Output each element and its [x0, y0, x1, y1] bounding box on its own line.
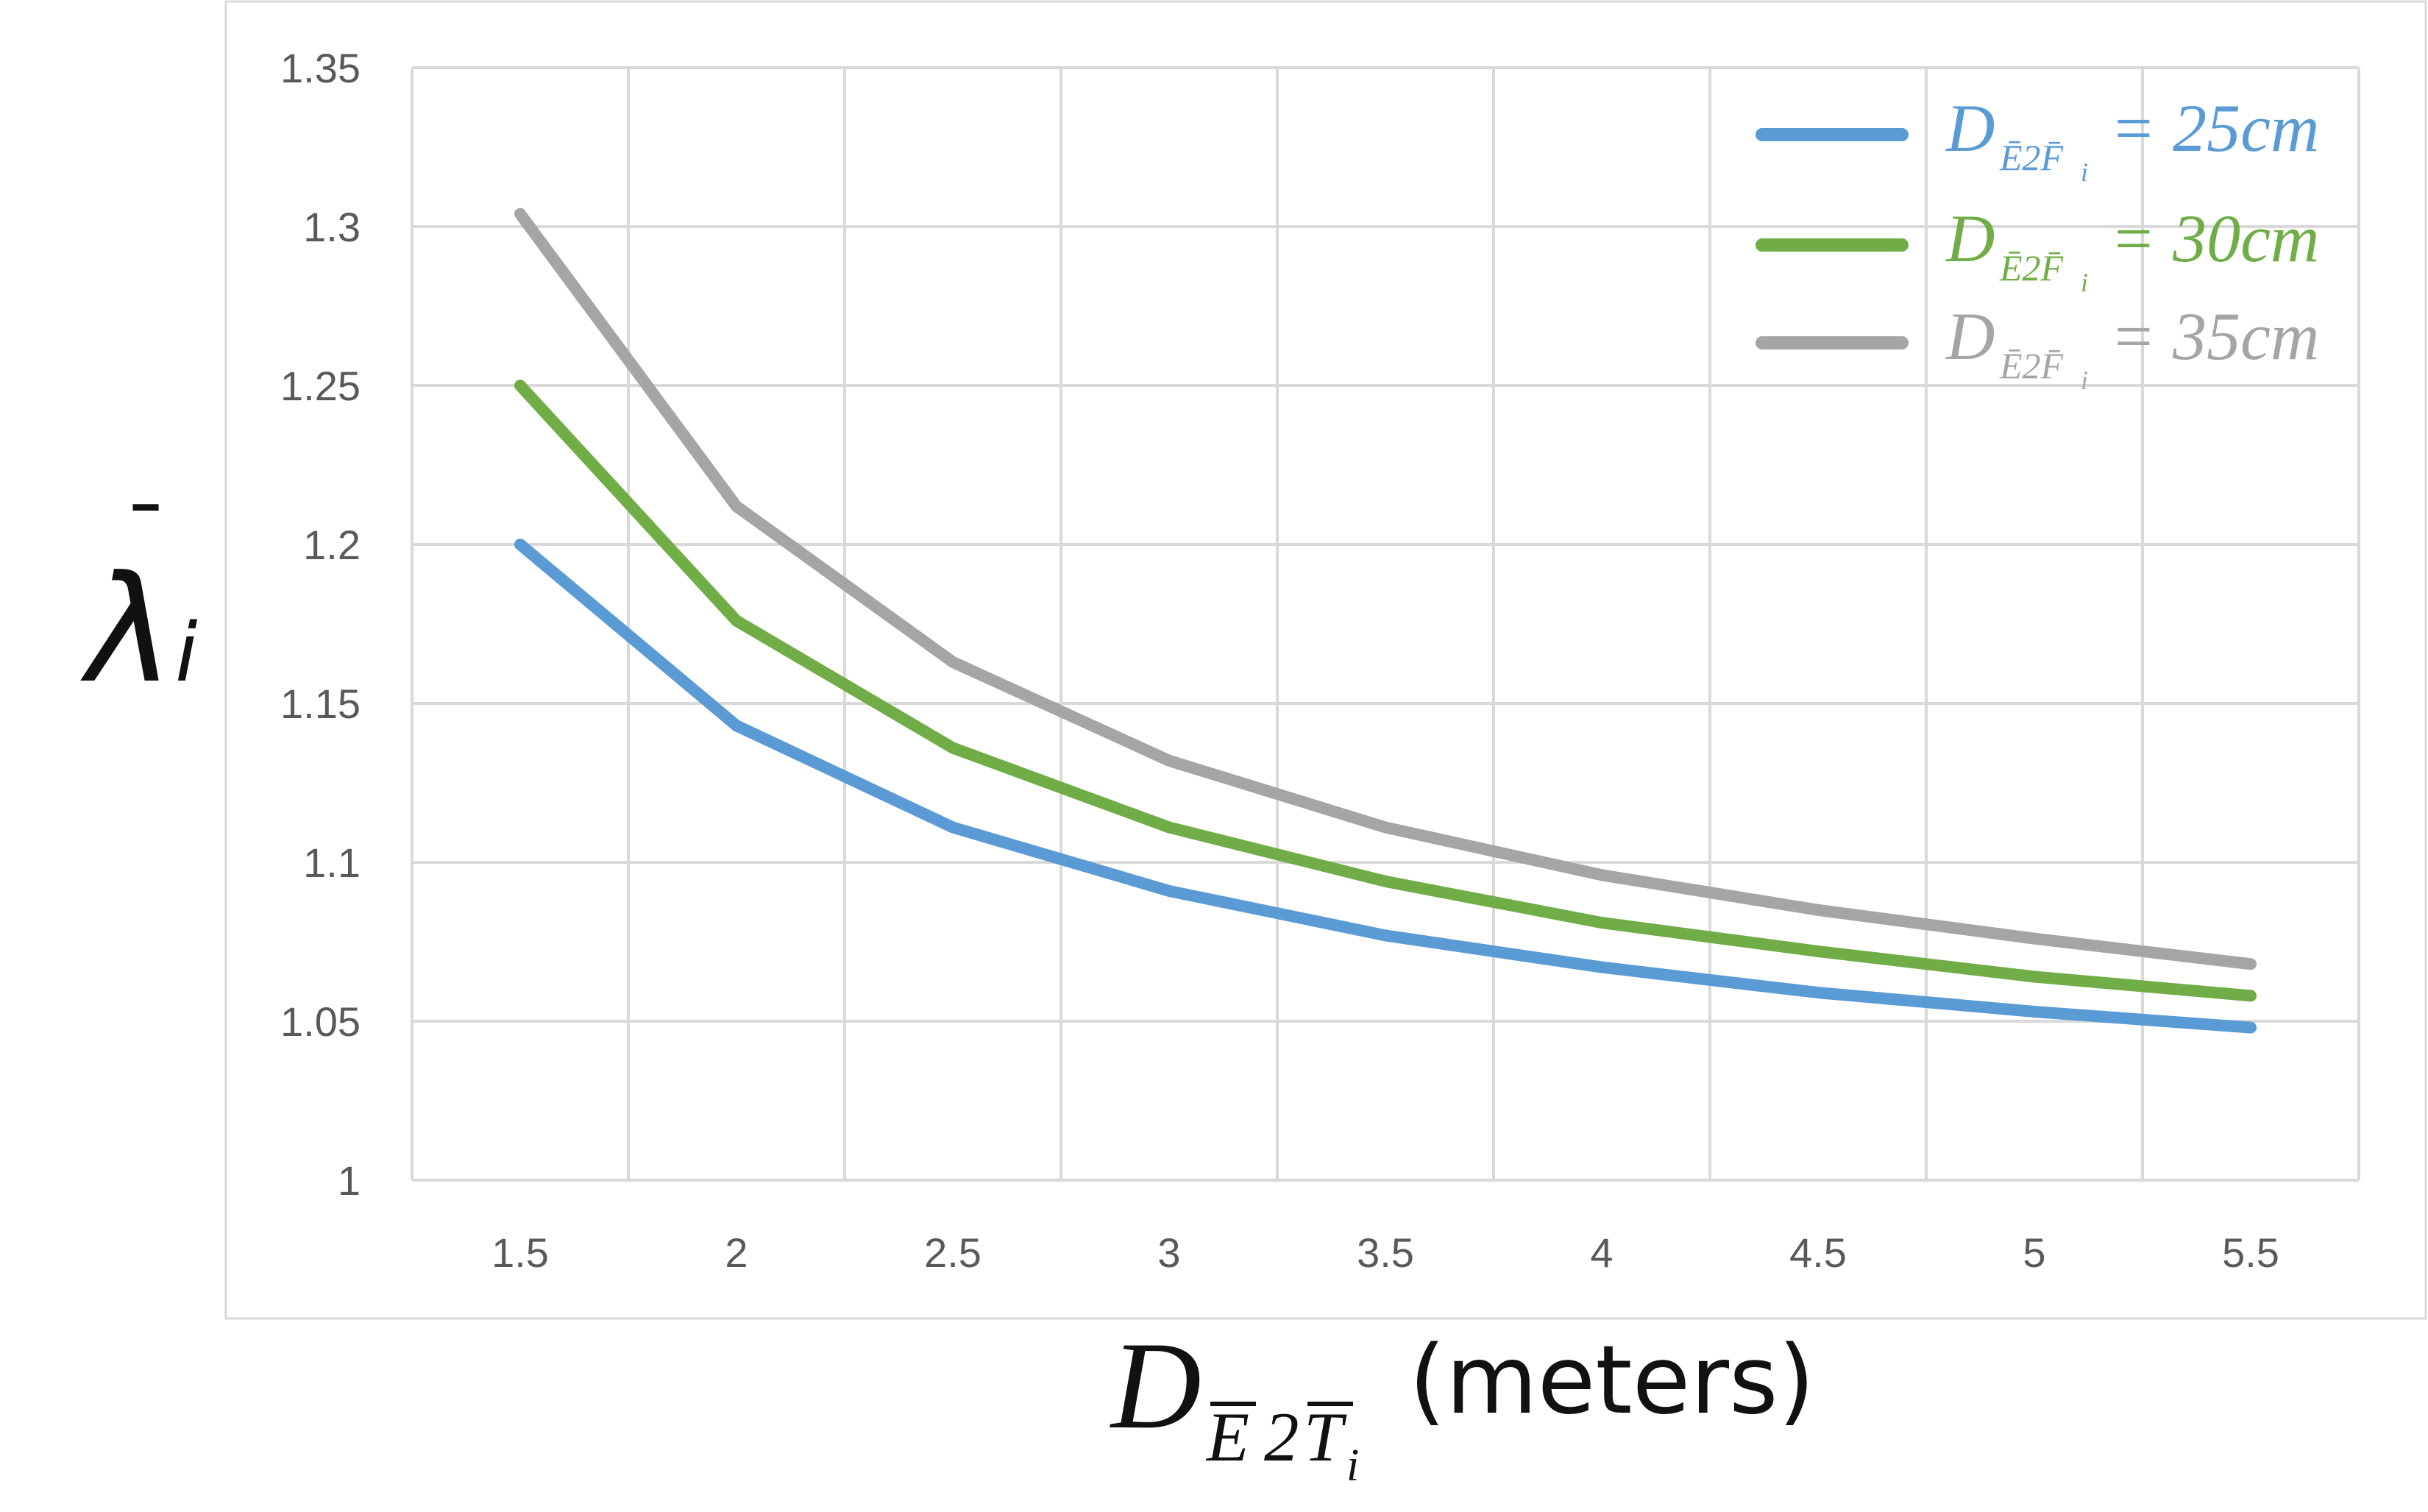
y-tick-label: 1.25: [280, 363, 361, 409]
y-tick-label: 1.3: [303, 204, 361, 250]
legend-item-2: D Ē2F̄ i = 30cm: [1756, 201, 2319, 297]
x-axis-ticks: 1.5 2 2.5 3 3.5 4 4.5 5 5.5: [491, 1229, 2279, 1276]
legend-label-value: = 25cm: [2110, 90, 2319, 166]
series-lines: [514, 207, 2257, 1034]
legend-label-sub: Ē2F̄: [1999, 345, 2064, 386]
legend-label-main: D: [1945, 90, 1995, 166]
legend-label-value: = 35cm: [2110, 299, 2319, 374]
y-tick-label: 1.05: [280, 998, 361, 1045]
y-tick-label: 1.1: [303, 840, 361, 886]
legend-item-1: D Ē2F̄ i = 25cm: [1756, 90, 2319, 187]
x-axis-label-sub-t: T: [1304, 1398, 1347, 1476]
y-axis-ticks: 1 1.05 1.1 1.15 1.2 1.25 1.3 1.35: [280, 45, 361, 1204]
x-axis-label-sub-2: 2: [1264, 1398, 1299, 1476]
legend-label-sub: Ē2F̄: [1999, 247, 2064, 288]
x-tick-label: 5: [2023, 1229, 2045, 1276]
x-tick-label: 3: [1157, 1229, 1180, 1276]
legend-label-sub-i: i: [2081, 268, 2088, 297]
legend-label-sub-i: i: [2081, 366, 2088, 395]
x-tick-label: 4.5: [1789, 1229, 1847, 1276]
legend-item-3: D Ē2F̄ i = 35cm: [1756, 299, 2319, 395]
x-axis-label-sub-i: i: [1346, 1441, 1359, 1491]
x-axis-label: D E 2 T i (meters): [1110, 1316, 1815, 1491]
series-line-3: [514, 207, 2257, 970]
x-tick-label: 5.5: [2222, 1229, 2279, 1276]
y-axis-label-symbol: λ: [80, 544, 174, 716]
series-line-2: [514, 380, 2257, 1002]
series-line-1: [514, 539, 2257, 1034]
legend-label-main: D: [1945, 299, 1995, 374]
x-axis-label-sub-e: E: [1205, 1398, 1249, 1476]
x-tick-label: 3.5: [1357, 1229, 1414, 1276]
x-axis-label-overbar-t: [1307, 1402, 1353, 1406]
x-tick-label: 1.5: [491, 1229, 549, 1276]
y-axis-label: λ ¯ i: [80, 489, 198, 716]
y-tick-label: 1: [338, 1157, 361, 1204]
y-tick-label: 1.35: [280, 45, 361, 91]
y-axis-label-accent: ¯: [124, 489, 168, 592]
grid-lines: [411, 66, 2360, 1182]
legend-label-main: D: [1945, 201, 1995, 276]
x-axis-label-overbar-e: [1210, 1402, 1256, 1406]
legend-label-value: = 30cm: [2110, 201, 2319, 276]
x-tick-label: 2: [725, 1229, 748, 1276]
y-tick-label: 1.2: [303, 522, 361, 568]
legend-label-sub-i: i: [2081, 157, 2088, 187]
x-tick-label: 2.5: [924, 1229, 982, 1276]
x-axis-label-unit: (meters): [1409, 1326, 1815, 1435]
x-axis-label-main: D: [1110, 1316, 1201, 1455]
chart-area-border: [224, 0, 2427, 1320]
x-tick-label: 4: [1590, 1229, 1613, 1276]
y-axis-label-subscript: i: [175, 606, 198, 700]
y-tick-label: 1.15: [280, 681, 361, 727]
legend-label-sub: Ē2F̄: [1999, 137, 2064, 178]
